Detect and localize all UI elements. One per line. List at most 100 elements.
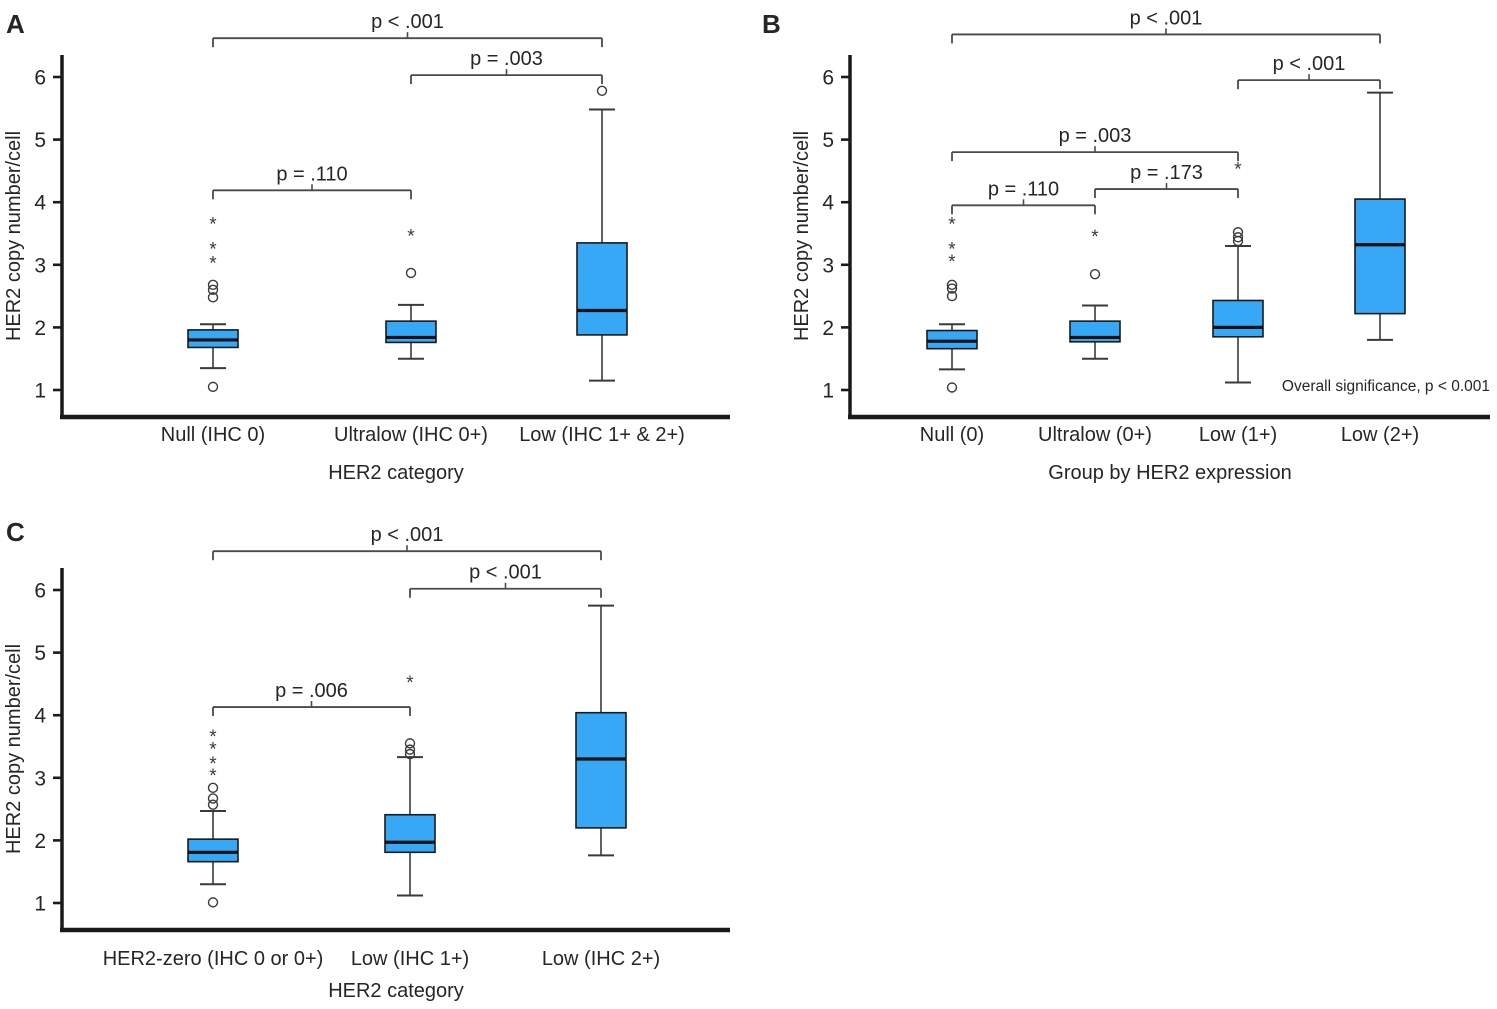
y-tick-label: 4 xyxy=(822,192,834,215)
outlier-star: * xyxy=(209,253,217,274)
y-tick-label: 5 xyxy=(34,642,46,665)
significance-bracket: p < .001 xyxy=(409,562,602,598)
boxplot-group: **** xyxy=(187,727,239,908)
x-category-label: Null (IHC 0) xyxy=(161,424,265,446)
boxplot-group xyxy=(576,85,628,382)
boxplot-group: * xyxy=(1069,227,1121,360)
outlier-circle xyxy=(405,267,417,279)
overall-significance-note: Overall significance, p < 0.001 xyxy=(1282,378,1490,395)
x-axis-title: HER2 category xyxy=(328,462,464,484)
outlier-star: * xyxy=(948,252,956,273)
y-tick-label: 6 xyxy=(34,67,46,90)
y-tick-label: 3 xyxy=(34,767,46,790)
panel-C: C 1 2 3 4 5 6 HER2 copy number/cell * * * * HER2-zer… xyxy=(0,505,749,1009)
p-value-label: p = .006 xyxy=(275,680,348,702)
x-axis-title: HER2 category xyxy=(328,980,464,1002)
boxplot-group: *** xyxy=(926,215,978,393)
iqr-box xyxy=(187,838,239,863)
boxplot-group: * xyxy=(1212,160,1264,384)
outlier-circle xyxy=(207,292,219,303)
outlier-circle xyxy=(1232,227,1244,238)
significance-bracket: p < .001 xyxy=(1237,53,1381,90)
boxplot-group: * xyxy=(385,227,437,360)
outlier-circle xyxy=(207,782,219,794)
x-axis-title: Group by HER2 expression xyxy=(1048,462,1291,484)
outlier-star: * xyxy=(209,766,217,787)
outlier-star: * xyxy=(209,240,217,261)
outlier-circle xyxy=(207,279,219,291)
outlier-circle xyxy=(207,284,219,296)
outlier-circle xyxy=(404,738,416,749)
y-tick-label: 2 xyxy=(34,830,46,853)
outlier-circle xyxy=(207,897,219,908)
outlier-star: * xyxy=(1234,160,1242,181)
panel-letter: B xyxy=(762,9,781,39)
significance-bracket: p < .001 xyxy=(951,7,1381,44)
significance-bracket: p = .006 xyxy=(212,680,411,717)
significance-bracket: p = .003 xyxy=(951,125,1239,162)
p-value-label: p = .003 xyxy=(1059,125,1132,147)
y-tick-label: 6 xyxy=(34,580,46,603)
p-value-label: p = .173 xyxy=(1130,162,1203,184)
outlier-circle xyxy=(1232,232,1244,243)
iqr-box xyxy=(1354,198,1406,315)
significance-bracket: p = .110 xyxy=(212,163,412,200)
boxplot-group xyxy=(1354,91,1406,341)
p-value-label: p < .001 xyxy=(371,524,444,546)
boxplot-group: * xyxy=(384,673,436,897)
outlier-circle xyxy=(207,793,219,804)
panel-letter: C xyxy=(6,517,25,547)
outlier-circle xyxy=(1089,268,1101,280)
y-tick-label: 6 xyxy=(822,67,834,90)
y-tick-label: 2 xyxy=(34,317,46,340)
x-category-label: Low (IHC 2+) xyxy=(542,948,660,970)
outlier-star: * xyxy=(406,673,414,694)
outlier-circle xyxy=(946,382,958,393)
outlier-circle xyxy=(596,85,608,96)
outlier-circle xyxy=(404,744,416,755)
y-tick-label: 1 xyxy=(34,380,46,403)
y-tick-label: 3 xyxy=(822,254,834,277)
p-value-label: p < .001 xyxy=(1130,7,1203,29)
outlier-circle xyxy=(207,799,219,810)
outlier-circle xyxy=(946,283,958,294)
outlier-star: * xyxy=(1091,227,1099,248)
iqr-box xyxy=(384,813,436,854)
x-category-label: Low (IHC 1+ & 2+) xyxy=(519,424,685,446)
y-axis-title: HER2 copy number/cell xyxy=(3,644,25,854)
x-category-label: Low (IHC 1+) xyxy=(351,948,469,970)
p-value-label: p = .110 xyxy=(276,163,347,185)
iqr-box xyxy=(576,242,628,336)
outlier-circle xyxy=(207,381,219,393)
outlier-circle xyxy=(946,279,958,291)
p-value-label: p < .001 xyxy=(1273,53,1346,75)
iqr-box xyxy=(1212,299,1264,338)
outlier-star: * xyxy=(209,740,217,761)
x-category-label: HER2-zero (IHC 0 or 0+) xyxy=(103,948,324,970)
outlier-star: * xyxy=(209,727,217,748)
y-axis-title: HER2 copy number/cell xyxy=(3,131,25,341)
x-category-label: Null (0) xyxy=(920,424,984,446)
p-value-label: p = .003 xyxy=(470,48,543,70)
outlier-star: * xyxy=(209,754,217,775)
x-category-label: Low (1+) xyxy=(1199,424,1277,446)
y-tick-label: 1 xyxy=(34,893,46,916)
p-value-label: p < .001 xyxy=(469,562,542,584)
outlier-star: * xyxy=(948,240,956,261)
panel-letter: A xyxy=(6,9,25,39)
y-tick-label: 5 xyxy=(34,129,46,152)
p-value-label: p = .110 xyxy=(988,178,1059,200)
outlier-circle xyxy=(404,748,416,760)
outlier-star: * xyxy=(948,215,956,236)
y-tick-label: 1 xyxy=(822,380,834,403)
panel-B: B 1 2 3 4 5 6 HER2 copy number/cell * * * Null (0) *… xyxy=(749,0,1497,505)
outlier-star: * xyxy=(209,215,217,236)
y-tick-label: 4 xyxy=(34,192,46,215)
significance-bracket: p = .110 xyxy=(951,178,1096,215)
x-category-label: Low (2+) xyxy=(1341,424,1419,446)
significance-bracket: p < .001 xyxy=(212,524,602,561)
x-category-label: Ultralow (IHC 0+) xyxy=(334,424,488,446)
